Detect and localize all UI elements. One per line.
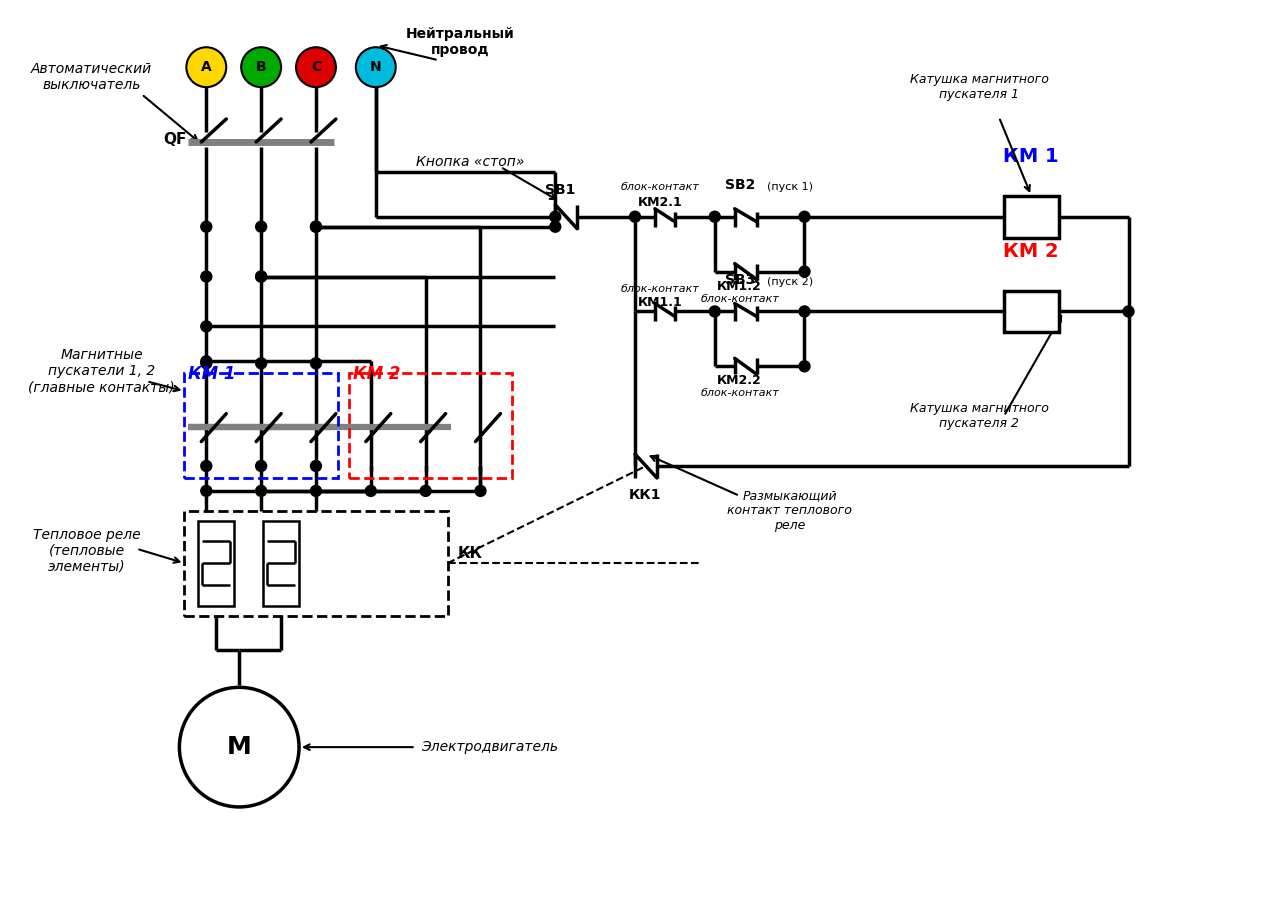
Text: КК1: КК1	[628, 488, 661, 502]
Bar	[184, 373, 338, 478]
Text: КМ 1: КМ 1	[1004, 147, 1059, 167]
Text: КМ 2: КМ 2	[352, 366, 401, 383]
Text: КМ 1: КМ 1	[189, 366, 236, 383]
Text: Размыкающий
контакт теплового
реле: Размыкающий контакт теплового реле	[727, 489, 852, 532]
Text: QF: QF	[163, 133, 186, 147]
Circle shape	[799, 266, 810, 277]
Bar	[349, 373, 512, 478]
Circle shape	[186, 47, 226, 87]
Circle shape	[799, 211, 810, 222]
Circle shape	[200, 358, 212, 368]
Circle shape	[550, 221, 561, 232]
Text: Автоматический
выключатель: Автоматический выключатель	[31, 62, 152, 92]
Circle shape	[365, 485, 377, 496]
Text: Катушка магнитного
пускателя 1: Катушка магнитного пускателя 1	[909, 73, 1048, 101]
Circle shape	[255, 485, 267, 496]
Text: КМ2.2: КМ2.2	[718, 374, 762, 387]
Bar	[184, 511, 447, 615]
Text: Кнопка «стоп»: Кнопка «стоп»	[416, 155, 525, 169]
Circle shape	[709, 211, 720, 222]
Text: КК: КК	[457, 546, 483, 561]
Circle shape	[200, 485, 212, 496]
Bar	[198, 520, 234, 606]
Text: B: B	[255, 60, 267, 75]
Text: C: C	[310, 60, 321, 75]
Bar	[1004, 290, 1059, 332]
Text: КМ1.1: КМ1.1	[637, 297, 682, 309]
Text: блок-контакт: блок-контакт	[621, 181, 700, 192]
Text: Магнитные
пускатели 1, 2
(главные контакты): Магнитные пускатели 1, 2 (главные контак…	[28, 348, 175, 394]
Text: N: N	[370, 60, 382, 75]
Circle shape	[709, 306, 720, 317]
Circle shape	[310, 485, 322, 496]
Text: КМ 2: КМ 2	[1004, 242, 1059, 262]
Text: блок-контакт: блок-контакт	[700, 389, 779, 398]
Circle shape	[420, 485, 432, 496]
Circle shape	[799, 361, 810, 372]
Bar	[1004, 196, 1059, 238]
Circle shape	[799, 306, 810, 317]
Text: SB1: SB1	[545, 182, 576, 197]
Circle shape	[310, 221, 322, 232]
Text: Катушка магнитного
пускателя 2: Катушка магнитного пускателя 2	[909, 402, 1048, 430]
Text: (пуск 2): (пуск 2)	[766, 276, 812, 286]
Circle shape	[200, 221, 212, 232]
Circle shape	[310, 460, 322, 472]
Circle shape	[241, 47, 281, 87]
Text: блок-контакт: блок-контакт	[700, 294, 779, 304]
Text: КМ2.1: КМ2.1	[637, 196, 682, 209]
Circle shape	[356, 47, 396, 87]
Bar	[263, 520, 299, 606]
Circle shape	[255, 358, 267, 368]
Circle shape	[255, 221, 267, 232]
Circle shape	[255, 271, 267, 282]
Text: M: M	[227, 735, 252, 759]
Text: SB2: SB2	[724, 178, 755, 192]
Circle shape	[200, 271, 212, 282]
Circle shape	[179, 687, 299, 807]
Circle shape	[310, 358, 322, 368]
Text: блок-контакт: блок-контакт	[621, 284, 700, 294]
Circle shape	[310, 221, 322, 232]
Circle shape	[630, 211, 641, 222]
Circle shape	[475, 485, 487, 496]
Circle shape	[1122, 306, 1134, 317]
Circle shape	[200, 460, 212, 472]
Text: (пуск 1): (пуск 1)	[766, 181, 812, 192]
Text: A: A	[200, 60, 212, 75]
Circle shape	[550, 211, 561, 222]
Text: Электродвигатель: Электродвигатель	[420, 740, 558, 754]
Circle shape	[255, 271, 267, 282]
Circle shape	[200, 321, 212, 332]
Text: Тепловое реле
(тепловые
элементы): Тепловое реле (тепловые элементы)	[33, 528, 140, 574]
Circle shape	[255, 460, 267, 472]
Circle shape	[296, 47, 336, 87]
Text: Нейтральный
провод: Нейтральный провод	[406, 27, 515, 57]
Circle shape	[200, 356, 212, 367]
Text: SB3: SB3	[724, 273, 755, 286]
Text: КМ1.2: КМ1.2	[718, 280, 762, 293]
